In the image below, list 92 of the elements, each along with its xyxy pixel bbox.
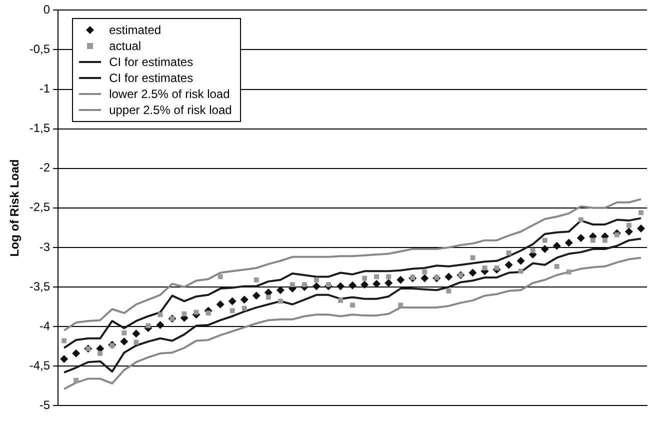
point	[564, 238, 573, 247]
y-tick-label: -3,5	[29, 279, 50, 294]
legend-label: upper 2.5% of risk load	[109, 102, 232, 118]
point	[362, 276, 368, 281]
point	[314, 277, 319, 282]
y-tick-label: -4,5	[29, 358, 50, 372]
point	[132, 330, 140, 338]
point	[446, 288, 452, 294]
point	[590, 238, 596, 243]
point	[338, 298, 343, 303]
point	[218, 274, 223, 280]
legend-label: actual	[109, 38, 142, 54]
point	[516, 256, 525, 265]
point	[614, 232, 620, 238]
point	[566, 269, 572, 274]
y-tick-label: -2,5	[29, 200, 50, 214]
point	[278, 298, 283, 304]
point	[422, 269, 428, 274]
point	[506, 250, 512, 256]
legend-label: CI for estimates	[109, 54, 194, 70]
point	[254, 277, 259, 282]
point	[350, 302, 356, 308]
point	[360, 280, 369, 289]
point	[386, 274, 392, 280]
legend-label: CI for estimates	[109, 70, 194, 86]
y-axis-title: Log of Risk Load	[8, 159, 22, 257]
point	[156, 320, 164, 329]
point	[518, 268, 524, 274]
point	[396, 276, 405, 284]
point	[146, 323, 151, 328]
point	[410, 275, 416, 280]
point	[494, 266, 500, 270]
point	[576, 234, 585, 242]
point	[638, 210, 644, 216]
point	[636, 224, 645, 232]
point	[74, 378, 79, 383]
point	[578, 217, 584, 222]
point	[542, 238, 548, 243]
y-tick-label: -0,5	[29, 42, 50, 56]
point	[372, 280, 381, 288]
point	[420, 274, 429, 282]
legend-label: lower 2.5% of risk load	[109, 86, 230, 102]
point	[228, 297, 236, 306]
point	[276, 286, 284, 294]
point	[552, 242, 561, 250]
point	[470, 255, 476, 260]
point	[384, 279, 393, 288]
point	[434, 275, 440, 280]
point	[348, 281, 357, 290]
point	[158, 312, 163, 318]
point	[444, 272, 453, 281]
point	[624, 228, 633, 236]
point	[240, 296, 248, 304]
y-tick-label: -2	[39, 160, 50, 175]
point	[374, 274, 380, 280]
point	[242, 306, 247, 311]
point	[252, 292, 260, 300]
y-tick-label: 0	[43, 2, 50, 17]
point	[72, 349, 80, 358]
point	[302, 282, 307, 288]
point	[398, 302, 404, 308]
point	[230, 308, 235, 314]
point	[312, 282, 320, 290]
point	[554, 264, 560, 269]
point	[120, 338, 128, 346]
point	[290, 282, 295, 288]
point	[336, 282, 345, 290]
point	[626, 222, 632, 228]
point	[62, 338, 67, 344]
point	[122, 330, 127, 336]
point	[206, 310, 211, 316]
point	[468, 268, 477, 277]
y-tick-label: -4	[39, 318, 50, 333]
point	[182, 311, 187, 316]
point	[110, 343, 115, 348]
y-tick-label: -5	[39, 398, 50, 412]
point	[530, 248, 536, 254]
y-tick-label: -3	[39, 240, 50, 254]
point	[504, 260, 513, 269]
point	[194, 310, 199, 315]
point	[602, 238, 608, 243]
point	[482, 266, 488, 270]
point	[60, 354, 68, 363]
point	[98, 350, 103, 356]
y-tick-label: -1	[39, 82, 50, 96]
point	[266, 294, 271, 300]
point	[540, 245, 549, 254]
point	[326, 282, 331, 288]
y-tick-label: -1,5	[29, 121, 50, 136]
point	[134, 340, 139, 345]
point	[216, 300, 224, 308]
legend-label: estimated	[109, 22, 162, 38]
